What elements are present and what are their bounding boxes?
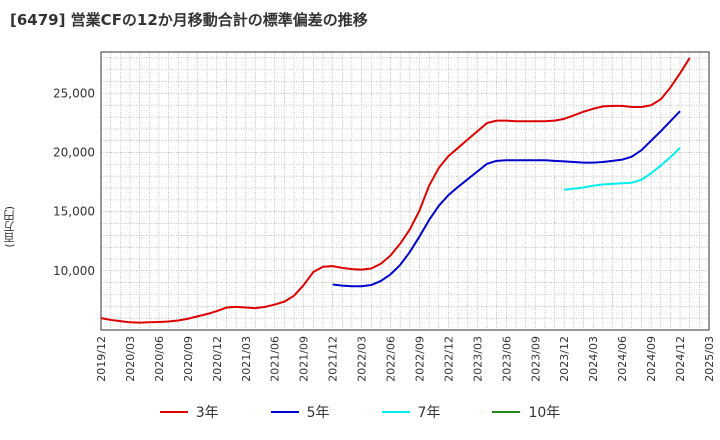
legend-item-7y: 7年 [381,402,441,422]
x-tick-label: 2024/09 [645,336,658,382]
x-tick-label: 2023/03 [471,336,484,382]
legend-swatch-3y [159,411,188,413]
x-tick-label: 2025/03 [703,336,716,382]
legend-item-5y: 5年 [270,402,330,422]
y-tick-label: 20,000 [53,146,95,160]
legend-swatch-7y [381,411,410,413]
x-tick-label: 2023/12 [558,336,571,382]
legend-item-10y: 10年 [492,402,560,422]
x-tick-label: 2021/12 [327,336,340,382]
x-tick-label: 2023/06 [500,336,513,382]
chart-title: [6479] 営業CFの12か月移動合計の標準偏差の推移 [10,11,368,29]
x-tick-label: 2020/06 [153,336,166,382]
x-tick-label: 2024/12 [674,336,687,382]
series-line-1 [100,57,691,324]
x-tick-label: 2024/06 [616,336,629,382]
legend-swatch-10y [492,411,521,413]
x-tick-label: 2020/09 [182,336,195,382]
y-tick-label: 25,000 [53,86,95,100]
legend-label-7y: 7年 [417,405,441,421]
x-tick-label: 2023/09 [529,336,542,382]
legend-label-10y: 10年 [528,405,561,421]
x-tick-label: 2021/03 [240,336,253,382]
x-tick-label: 2022/09 [413,336,426,382]
x-tick-label: 2020/03 [124,336,137,382]
x-tick-label: 2019/12 [95,336,108,382]
y-tick-label: 15,000 [53,205,95,219]
plot-frame [100,51,710,331]
x-tick-label: 2021/09 [298,336,311,382]
x-tick-label: 2022/06 [385,336,398,382]
x-tick-label: 2020/12 [211,336,224,382]
legend: 3年 5年 7年 10年 [0,402,720,422]
x-tick-label: 2024/03 [587,336,600,382]
plot-area [101,52,709,330]
legend-label-3y: 3年 [195,405,219,421]
x-tick-label: 2022/03 [356,336,369,382]
legend-swatch-5y [270,411,299,413]
legend-item-3y: 3年 [159,402,219,422]
y-tick-label: 10,000 [53,264,95,278]
x-tick-label: 2022/12 [442,336,455,382]
legend-label-5y: 5年 [306,405,330,421]
x-tick-label: 2021/06 [269,336,282,382]
series-line-2 [332,110,681,288]
series-line-3 [564,147,681,191]
